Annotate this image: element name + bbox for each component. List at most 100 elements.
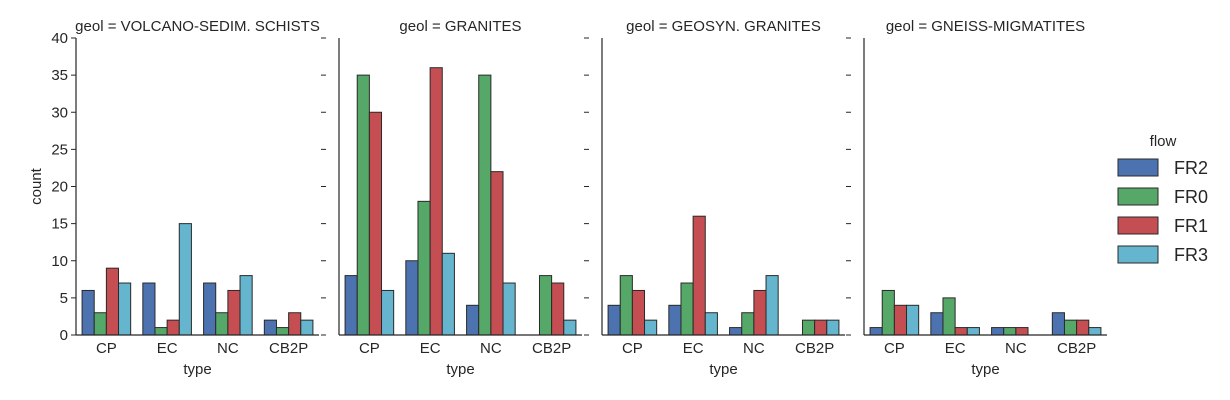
bar-fr0-cb2p bbox=[275, 327, 290, 336]
bar-fr3-cb2p bbox=[1088, 327, 1102, 336]
y-tick-label: 15 bbox=[51, 216, 68, 233]
x-tick-label: NC bbox=[1005, 340, 1027, 357]
bar-fr1-cb2p bbox=[814, 319, 828, 336]
bar-fr2-cp bbox=[607, 304, 621, 336]
x-axis-label: type bbox=[446, 361, 474, 378]
bar-fr0-cb2p bbox=[801, 319, 816, 336]
panel-title: geol = GNEISS-MIGMATITES bbox=[886, 18, 1085, 35]
bar-fr1-cp bbox=[893, 304, 908, 336]
panel-2: geol = GRANITES CP EC NC CB2P type bbox=[321, 18, 582, 378]
legend-swatch-fr1 bbox=[1117, 216, 1159, 235]
legend: flow FR2 FR0 FR1 FR3 bbox=[1117, 133, 1208, 265]
bar-fr2-cb2p bbox=[1051, 312, 1065, 336]
y-tick-label: 0 bbox=[60, 327, 68, 344]
bar-fr0-ec bbox=[680, 282, 694, 336]
bar-fr0-ec bbox=[417, 200, 431, 336]
bar-fr3-ec bbox=[704, 312, 718, 336]
y-tick-label: 40 bbox=[51, 30, 68, 47]
legend-swatch-fr0 bbox=[1117, 187, 1159, 206]
bar-fr1-cb2p bbox=[1076, 319, 1090, 336]
bar-fr2-ec bbox=[142, 282, 156, 336]
legend-swatch-fr2 bbox=[1117, 158, 1159, 177]
x-tick-label: CP bbox=[884, 340, 905, 357]
bar-fr2-cp bbox=[81, 289, 95, 336]
bar-fr2-ec bbox=[405, 260, 419, 336]
x-tick-label: NC bbox=[480, 340, 502, 357]
panel-1: geol = VOLCANO-SEDIM. SCHISTS 0 5 10 15 20 25 3… bbox=[51, 18, 320, 378]
legend-label-fr1: FR1 bbox=[1174, 216, 1208, 236]
bar-fr1-nc bbox=[753, 289, 767, 336]
legend-title: flow bbox=[1150, 133, 1177, 150]
legend-label-fr3: FR3 bbox=[1174, 245, 1208, 265]
bar-fr0-ec bbox=[154, 327, 168, 336]
x-tick-label: EC bbox=[945, 340, 966, 357]
x-tick-label: CP bbox=[622, 340, 643, 357]
bar-fr2-ec bbox=[668, 304, 682, 336]
bar-fr3-ec bbox=[966, 327, 980, 336]
x-tick-label: EC bbox=[157, 340, 178, 357]
y-tick-label: 5 bbox=[60, 290, 68, 307]
bar-fr1-cp bbox=[368, 111, 383, 336]
bar-fr2-nc bbox=[466, 304, 480, 336]
x-tick-label: CB2P bbox=[795, 340, 834, 357]
x-axis-label: type bbox=[183, 361, 211, 378]
bar-fr2-cb2p bbox=[263, 319, 277, 336]
bar-fr1-ec bbox=[166, 319, 180, 336]
bar-fr0-cp bbox=[356, 74, 370, 336]
legend-label-fr2: FR2 bbox=[1174, 158, 1208, 178]
bar-fr0-ec bbox=[942, 297, 956, 336]
x-tick-label: CB2P bbox=[532, 340, 571, 357]
bar-fr1-cp bbox=[631, 289, 646, 336]
bar-fr3-cb2p bbox=[826, 319, 840, 336]
bar-fr1-ec bbox=[692, 215, 706, 336]
bar-fr2-cp bbox=[869, 327, 883, 336]
x-axis-label: type bbox=[709, 361, 737, 378]
x-tick-label: NC bbox=[217, 340, 239, 357]
bar-fr0-cb2p bbox=[538, 275, 553, 336]
y-axis-label: count bbox=[28, 167, 45, 205]
panel-4: geol = GNEISS-MIGMATITES CP EC NC CB2P type bbox=[846, 18, 1107, 378]
x-tick-label: CP bbox=[359, 340, 380, 357]
bar-fr3-nc bbox=[239, 275, 253, 336]
legend-label-fr0: FR0 bbox=[1174, 187, 1208, 207]
y-tick-label: 30 bbox=[51, 104, 68, 121]
x-axis-label: type bbox=[971, 361, 999, 378]
bar-fr0-nc bbox=[1003, 327, 1017, 336]
bar-fr2-nc bbox=[729, 327, 743, 336]
bar-fr3-cp bbox=[644, 319, 658, 336]
bar-fr3-cb2p bbox=[300, 319, 314, 336]
bar-fr1-ec bbox=[954, 327, 968, 336]
bar-fr3-cp bbox=[118, 282, 132, 336]
bar-fr0-cp bbox=[619, 275, 633, 336]
bar-fr1-cb2p bbox=[551, 282, 565, 336]
bar-fr3-cp bbox=[906, 304, 920, 336]
legend-swatch-fr3 bbox=[1117, 245, 1159, 264]
y-tick-label: 25 bbox=[51, 141, 68, 158]
y-tick-label: 20 bbox=[51, 179, 68, 196]
panel-title: geol = GEOSYN. GRANITES bbox=[626, 18, 821, 35]
x-tick-label: CP bbox=[96, 340, 117, 357]
bar-fr0-cp bbox=[881, 289, 895, 336]
bar-fr0-nc bbox=[478, 74, 492, 336]
bar-fr2-cp bbox=[344, 275, 358, 336]
bar-fr0-nc bbox=[741, 312, 755, 336]
panel-title: geol = GRANITES bbox=[399, 18, 521, 35]
bar-fr3-ec bbox=[178, 223, 192, 336]
bar-fr3-cb2p bbox=[563, 319, 577, 336]
bar-fr0-nc bbox=[215, 312, 229, 336]
bar-fr0-cb2p bbox=[1063, 319, 1078, 336]
bar-fr1-nc bbox=[1015, 327, 1029, 336]
bar-fr2-ec bbox=[930, 312, 944, 336]
y-tick-label: 35 bbox=[51, 67, 68, 84]
bar-fr1-nc bbox=[490, 171, 504, 336]
x-tick-label: NC bbox=[743, 340, 765, 357]
bar-fr2-nc bbox=[991, 327, 1005, 336]
x-tick-label: CB2P bbox=[1057, 340, 1096, 357]
bar-fr3-ec bbox=[441, 252, 455, 336]
bar-fr3-nc bbox=[502, 282, 516, 336]
bar-fr3-nc bbox=[765, 275, 779, 336]
bar-fr1-cp bbox=[105, 267, 120, 336]
bar-fr3-cp bbox=[381, 289, 395, 336]
x-tick-label: EC bbox=[420, 340, 441, 357]
